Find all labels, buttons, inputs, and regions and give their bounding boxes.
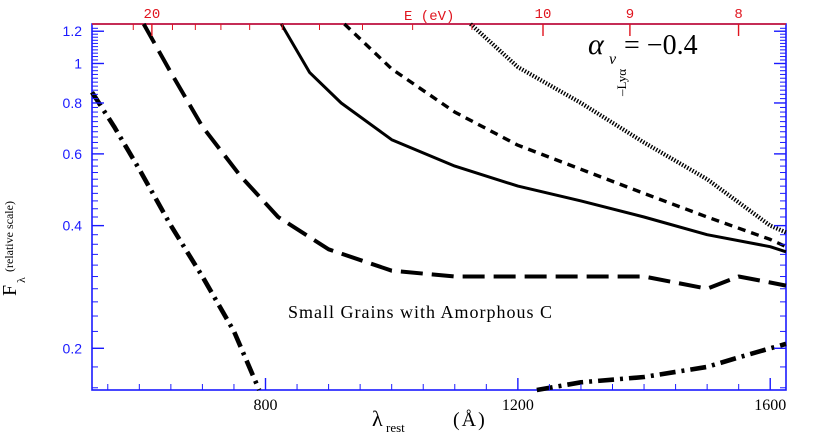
x-tick-label: 1200 [502,397,534,414]
top-tick-label: 20 [143,7,160,23]
svg-text:(relative scale): (relative scale) [2,201,16,272]
plot-frame [91,23,787,391]
y-tick-label: 0.8 [63,95,83,111]
top-axis-ticks: 20 10 9 8 [132,7,743,36]
top-tick-label: 8 [734,7,742,23]
alpha-annotation: α ν = −0.4 [588,28,698,68]
y-tick-label: 1.2 [63,23,83,39]
series-dash-dot-5 [536,341,787,393]
svg-text:(Å): (Å) [453,409,487,431]
svg-text:= −0.4: = −0.4 [624,30,698,61]
x-axis-label: λ rest (Å) [372,406,487,435]
svg-text:rest: rest [386,420,405,435]
x-tick-label: 800 [254,397,278,414]
top-axis-label: E (eV) [404,9,454,25]
top-tick-label: 9 [626,7,634,23]
svg-text:λ: λ [372,406,383,431]
y-tick-label: 0.2 [63,340,83,356]
x-axis-ticks: 800 1200 1600 [107,378,786,414]
y-tick-label: 1 [74,55,82,71]
series-short-dash-1 [343,22,787,249]
y-tick-label: 0.4 [63,218,83,234]
top-tick-label: 10 [535,7,552,23]
data-curves [90,22,787,393]
svg-text:α: α [588,28,605,61]
series-dash-dot-4 [90,90,262,391]
grain-annotation: Small Grains with Amorphous C [288,302,553,322]
series-long-dash-3 [141,23,787,291]
x-tick-label: 1600 [754,397,786,414]
y-tick-label: 0.6 [63,146,83,162]
svg-text:λ: λ [14,277,28,283]
svg-text:F: F [0,285,21,296]
svg-text:ν: ν [609,51,617,68]
lya-label: –Lyα [614,69,629,97]
series-dotted-0 [469,22,787,235]
series-solid-2 [280,23,787,254]
y-axis-label: F λ (relative scale) [0,201,28,296]
y-axis-ticks: 0.2 0.4 0.6 0.8 1 1.2 [63,23,786,389]
